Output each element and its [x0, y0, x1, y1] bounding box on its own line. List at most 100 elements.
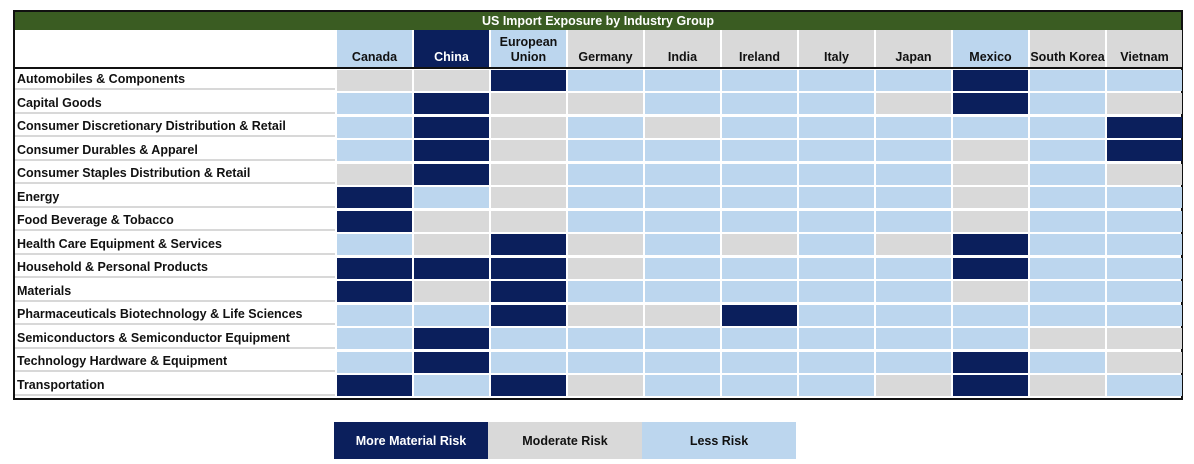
- heatmap-cell: [568, 281, 643, 302]
- heatmap-cell: [337, 234, 412, 255]
- heatmap-cell: [337, 69, 412, 91]
- heatmap-cell: [414, 187, 489, 208]
- column-header: Italy: [799, 30, 874, 67]
- heatmap-cell: [953, 210, 1028, 232]
- heatmap-cell: [645, 69, 720, 91]
- heatmap-cell: [1030, 234, 1105, 255]
- heatmap-cell: [414, 163, 489, 185]
- heatmap-cell: [645, 304, 720, 326]
- heatmap-cell: [414, 116, 489, 138]
- row-label: Automobiles & Components: [15, 69, 335, 90]
- heatmap-cell: [1030, 304, 1105, 326]
- heatmap-cell: [953, 304, 1028, 326]
- heatmap-cell: [722, 304, 797, 326]
- heatmap-cell: [722, 116, 797, 138]
- heatmap-cell: [645, 93, 720, 114]
- heatmap-cell: [876, 304, 951, 326]
- column-header: Mexico: [953, 30, 1028, 67]
- row-label: Semiconductors & Semiconductor Equipment: [15, 328, 335, 349]
- heatmap-cell: [1030, 93, 1105, 114]
- heatmap-cell: [414, 351, 489, 373]
- row-label: Technology Hardware & Equipment: [15, 351, 335, 372]
- heatmap-cell: [1030, 328, 1105, 349]
- heatmap-cell: [568, 210, 643, 232]
- heatmap-cell: [722, 69, 797, 91]
- heatmap-cell: [1107, 351, 1182, 373]
- heatmap-cell: [491, 304, 566, 326]
- heatmap-cell: [568, 187, 643, 208]
- heatmap-cell: [414, 304, 489, 326]
- heatmap-cell: [1107, 69, 1182, 91]
- heatmap-cell: [645, 351, 720, 373]
- row-label: Pharmaceuticals Biotechnology & Life Sci…: [15, 304, 335, 325]
- heatmap-cell: [799, 281, 874, 302]
- heatmap-cell: [799, 116, 874, 138]
- heatmap-cell: [1030, 140, 1105, 161]
- heatmap-cell: [491, 210, 566, 232]
- heatmap-cell: [414, 281, 489, 302]
- heatmap-cell: [799, 163, 874, 185]
- heatmap-cell: [722, 281, 797, 302]
- heatmap-cell: [414, 257, 489, 279]
- heatmap-cell: [876, 69, 951, 91]
- heatmap-cell: [799, 210, 874, 232]
- heatmap-cell: [337, 210, 412, 232]
- heatmap-cell: [491, 281, 566, 302]
- heatmap-cell: [799, 375, 874, 396]
- column-header: Vietnam: [1107, 30, 1182, 67]
- heatmap-cell: [414, 93, 489, 114]
- heatmap-cell: [645, 328, 720, 349]
- heatmap-cell: [876, 234, 951, 255]
- heatmap-cell: [1107, 304, 1182, 326]
- heatmap-cell: [568, 234, 643, 255]
- row-label: Materials: [15, 281, 335, 302]
- heatmap-cell: [337, 328, 412, 349]
- heatmap-cell: [414, 375, 489, 396]
- heatmap-cell: [491, 187, 566, 208]
- heatmap-cell: [799, 351, 874, 373]
- heatmap-cell: [568, 69, 643, 91]
- heatmap-cell: [645, 257, 720, 279]
- row-label: Food Beverage & Tobacco: [15, 210, 335, 231]
- heatmap-cell: [876, 351, 951, 373]
- heatmap-table: US Import Exposure by Industry Group Can…: [13, 10, 1183, 400]
- heatmap-cell: [568, 116, 643, 138]
- heatmap-cell: [645, 375, 720, 396]
- heatmap-cell: [337, 93, 412, 114]
- heatmap-cell: [1107, 93, 1182, 114]
- chart-title: US Import Exposure by Industry Group: [15, 12, 1181, 30]
- heatmap-cell: [1107, 210, 1182, 232]
- heatmap-cell: [1107, 116, 1182, 138]
- heatmap-cell: [876, 140, 951, 161]
- heatmap-cell: [953, 187, 1028, 208]
- heatmap-cell: [337, 116, 412, 138]
- heatmap-cell: [568, 304, 643, 326]
- heatmap-cell: [491, 163, 566, 185]
- heatmap-cell: [337, 281, 412, 302]
- heatmap-cell: [722, 140, 797, 161]
- heatmap-cell: [414, 69, 489, 91]
- heatmap-cell: [645, 234, 720, 255]
- header-divider: [15, 67, 1181, 69]
- legend-item: Less Risk: [642, 422, 796, 459]
- column-header: Japan: [876, 30, 951, 67]
- heatmap-cell: [722, 210, 797, 232]
- heatmap-cell: [645, 116, 720, 138]
- heatmap-cell: [1107, 257, 1182, 279]
- row-label: Transportation: [15, 375, 335, 396]
- column-header: Germany: [568, 30, 643, 67]
- heatmap-cell: [491, 69, 566, 91]
- heatmap-cell: [1107, 140, 1182, 161]
- heatmap-cell: [722, 257, 797, 279]
- heatmap-cell: [876, 257, 951, 279]
- heatmap-cell: [722, 328, 797, 349]
- heatmap-cell: [337, 257, 412, 279]
- heatmap-cell: [491, 257, 566, 279]
- column-header: South Korea: [1030, 30, 1105, 67]
- heatmap-cell: [1030, 187, 1105, 208]
- heatmap-cell: [414, 328, 489, 349]
- heatmap-cell: [568, 93, 643, 114]
- column-header: India: [645, 30, 720, 67]
- heatmap-cell: [722, 187, 797, 208]
- heatmap-cell: [799, 69, 874, 91]
